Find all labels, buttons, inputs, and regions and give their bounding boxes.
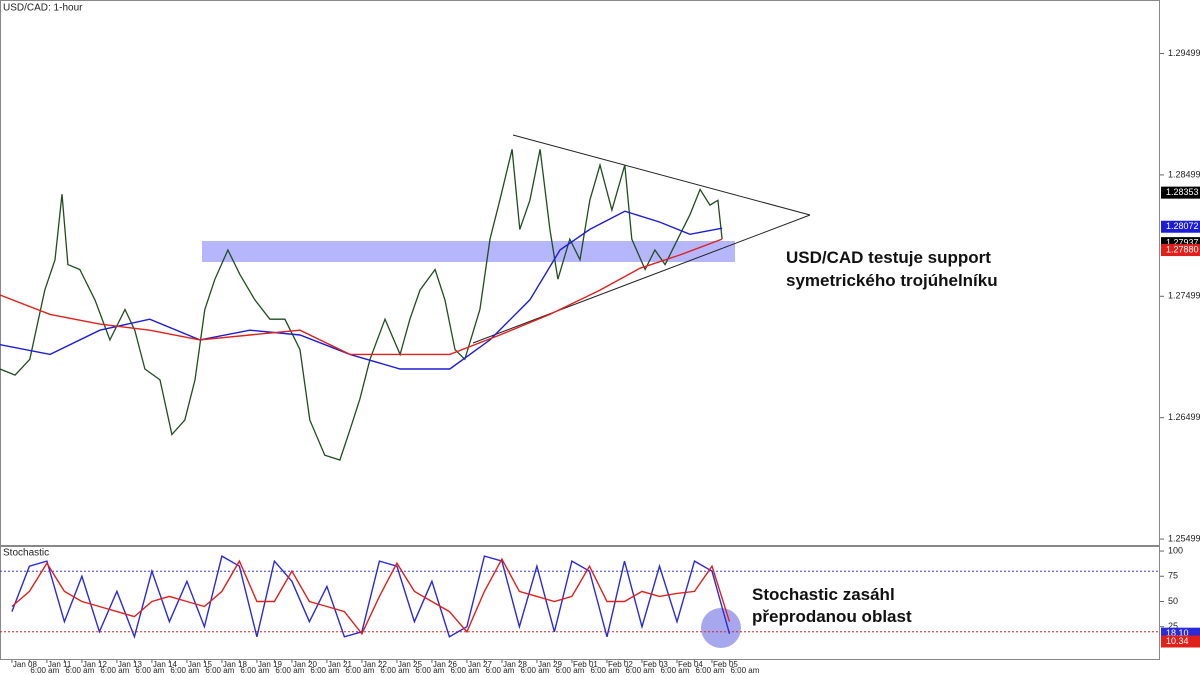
x-tick-label: Jan 12	[83, 660, 108, 669]
value-tag-label: 1.28353	[1166, 187, 1199, 197]
value-tag-label: 1.27880	[1166, 244, 1199, 254]
oversold-highlight	[701, 608, 741, 648]
annotation: symetrického trojúhelníku	[786, 271, 998, 290]
value-tag-label: 18.10	[1166, 628, 1189, 638]
y-tick-label: 1.25499	[1168, 533, 1200, 543]
x-tick-label: 6:00 am	[30, 666, 59, 675]
x-tick-label: 6:00 am	[170, 666, 199, 675]
x-tick-label: 6:00 am	[100, 666, 129, 675]
x-tick-label: Feb 05	[713, 660, 738, 669]
value-tag-label: 1.28072	[1166, 221, 1199, 231]
y-tick-label: 25	[1168, 621, 1178, 631]
x-tick-label: 6:00 am	[695, 666, 724, 675]
x-tick-label: 6:00 am	[555, 666, 584, 675]
value-tag-label: 10.34	[1166, 636, 1189, 646]
series-line	[11, 555, 731, 640]
x-tick-label: 6:00 am	[485, 666, 514, 675]
x-tick-label: Feb 03	[643, 660, 668, 669]
x-tick-label: Jan 26	[433, 660, 458, 669]
value-tag	[1161, 220, 1200, 233]
x-tick-label: 6:00 am	[590, 666, 619, 675]
x-tick-label: Jan 29	[538, 660, 563, 669]
value-tag	[1161, 186, 1200, 199]
y-tick-label: 1.27499	[1168, 291, 1200, 301]
x-tick-label: Jan 21	[328, 660, 353, 669]
x-tick-label: Feb 02	[608, 660, 633, 669]
y-tick-label: 1.26499	[1168, 412, 1200, 422]
series-line	[11, 557, 731, 636]
x-tick-label: 6:00 am	[660, 666, 689, 675]
x-tick-label: Jan 18	[223, 660, 248, 669]
x-tick-label: Feb 01	[573, 660, 598, 669]
x-tick-label: 6:00 am	[345, 666, 374, 675]
series-line	[0, 210, 723, 370]
value-tag-label: 1.27937	[1166, 238, 1199, 248]
x-tick-label: Jan 27	[468, 660, 493, 669]
x-tick-label: Jan 19	[258, 660, 283, 669]
series-line	[0, 238, 723, 356]
y-tick-label: 1.28499	[1168, 169, 1200, 179]
x-tick-label: Feb 04	[678, 660, 703, 669]
x-tick-label: 6:00 am	[205, 666, 234, 675]
y-tick-label: 1.29499	[1168, 48, 1200, 58]
value-tag	[1161, 244, 1200, 257]
value-tag	[1161, 635, 1200, 648]
x-tick-label: Jan 08	[13, 660, 38, 669]
series-line	[0, 149, 723, 461]
stoch-title: Stochastic	[3, 548, 49, 559]
x-tick-label: Jan 28	[503, 660, 528, 669]
chart-title: USD/CAD: 1-hour	[3, 3, 83, 14]
x-tick-label: 6:00 am	[730, 666, 759, 675]
x-tick-label: 6:00 am	[625, 666, 654, 675]
plot-layer: 1.29499 1.28499 1.27499 1.26499 1.25499 1.283…	[0, 48, 1200, 675]
x-tick-label: 6:00 am	[415, 666, 444, 675]
triangle-upper	[512, 134, 811, 216]
x-tick-label: 6:00 am	[65, 666, 94, 675]
x-tick-label: Jan 14	[153, 660, 178, 669]
price-panel	[0, 0, 1160, 546]
annotation: přeprodanou oblast	[752, 607, 912, 626]
stoch-title-bg	[1, 547, 39, 559]
x-tick-label: Jan 25	[398, 660, 423, 669]
x-tick-label: Jan 11	[48, 660, 72, 669]
y-tick-label: 50	[1168, 596, 1178, 606]
x-tick-label: 6:00 am	[240, 666, 269, 675]
x-tick-label: 6:00 am	[310, 666, 339, 675]
x-tick-label: Jan 13	[118, 660, 143, 669]
x-tick-label: 6:00 am	[520, 666, 549, 675]
x-tick-label: Jan 20	[293, 660, 318, 669]
x-tick-label: Jan 22	[363, 660, 388, 669]
x-tick-label: 6:00 am	[135, 666, 164, 675]
title-bg	[1, 1, 77, 14]
support-zone	[202, 241, 735, 262]
x-tick-label: 6:00 am	[450, 666, 479, 675]
annotation: Stochastic zasáhl	[752, 585, 895, 604]
annotation: USD/CAD testuje support	[786, 248, 991, 267]
stochastic-panel	[0, 546, 1160, 660]
y-tick-label: 75	[1168, 571, 1178, 581]
x-tick-label: 6:00 am	[380, 666, 409, 675]
x-tick-label: 6:00 am	[275, 666, 304, 675]
triangle-lower	[472, 214, 811, 344]
x-tick-label: Jan 15	[188, 660, 213, 669]
y-tick-label: 100	[1168, 545, 1183, 555]
